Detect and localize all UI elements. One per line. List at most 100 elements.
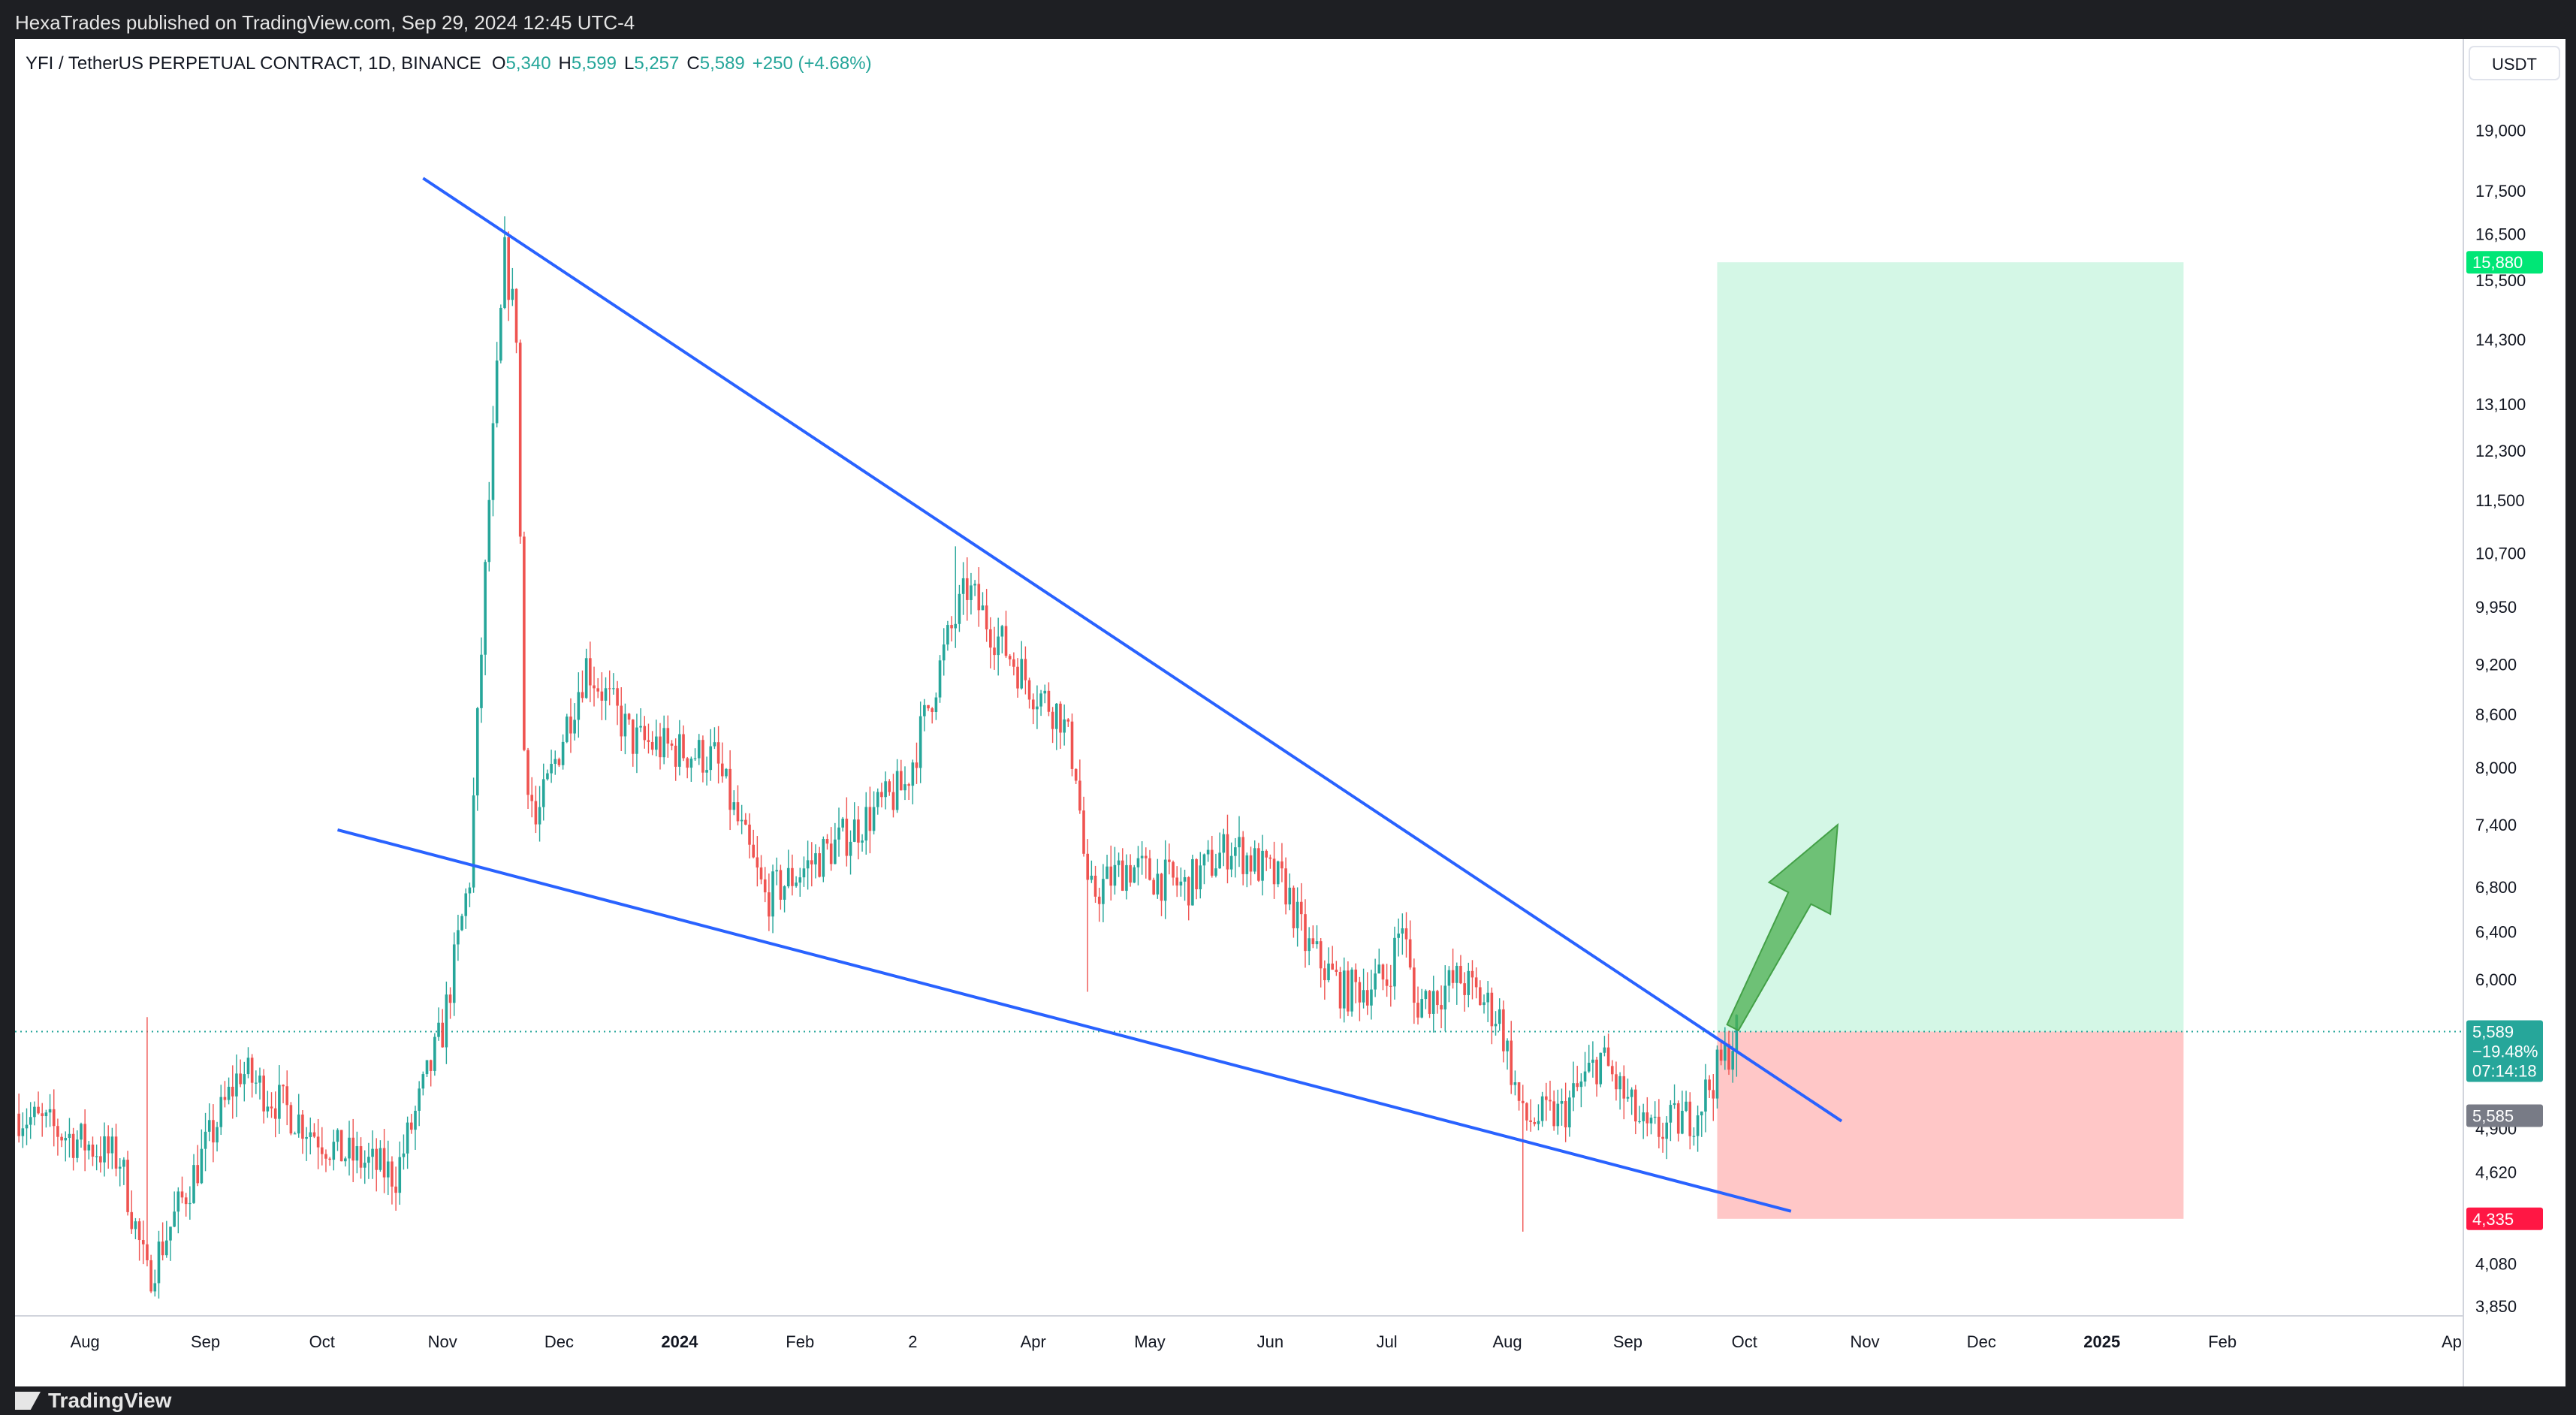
current-price-tag[interactable] [2466, 1020, 2543, 1082]
publish-header: HexaTrades published on TradingView.com,… [15, 11, 635, 34]
candle [557, 757, 561, 768]
candle [1451, 948, 1455, 989]
candle [398, 1141, 402, 1205]
candle [1350, 967, 1353, 1017]
candle [662, 715, 665, 765]
candle [1579, 1073, 1583, 1108]
candle [200, 1129, 204, 1184]
candle [445, 981, 448, 1064]
candle [1556, 1089, 1560, 1135]
candle [1129, 854, 1132, 887]
candle [814, 844, 817, 879]
candle [348, 1121, 351, 1176]
y-tick-label: 11,500 [2475, 491, 2525, 510]
candle [1529, 1099, 1532, 1132]
candle [1063, 704, 1066, 746]
candle [266, 1091, 270, 1118]
secondary-price-tag[interactable] [2466, 1104, 2543, 1127]
candle [141, 1220, 145, 1265]
candle [1498, 998, 1501, 1031]
candle [1272, 841, 1276, 899]
candle [1606, 1033, 1610, 1067]
candle [1222, 828, 1226, 867]
candle [293, 1131, 297, 1135]
x-tick-label: Oct [1732, 1332, 1757, 1351]
candle [56, 1118, 59, 1156]
stop-price-tag-label: 4,335 [2472, 1210, 2514, 1229]
candle [1027, 677, 1031, 709]
candle [1649, 1115, 1653, 1135]
candle [21, 1112, 25, 1148]
candle [153, 1269, 157, 1297]
stop-zone[interactable] [1717, 1031, 2184, 1219]
candle [1494, 1011, 1498, 1036]
candle [1630, 1087, 1633, 1115]
candle [1016, 658, 1019, 698]
candle [1238, 816, 1241, 867]
candle [1012, 652, 1015, 676]
candle [1113, 846, 1117, 895]
candle [954, 546, 958, 648]
lower-trendline[interactable] [336, 828, 1792, 1213]
legend-o-value: 5,340 [505, 53, 550, 74]
candle [970, 572, 973, 615]
candle [697, 734, 701, 765]
currency-button[interactable]: USDT [2469, 46, 2560, 80]
upper-trendline[interactable] [422, 176, 1843, 1123]
candle [1179, 867, 1183, 897]
candle [1370, 970, 1373, 1020]
candle [1265, 849, 1268, 871]
candle [1642, 1103, 1645, 1139]
candle [744, 813, 747, 825]
candle [589, 641, 592, 702]
candle [1443, 965, 1447, 1032]
candle [231, 1065, 234, 1119]
price-chart[interactable]: 19,000 17,500 16,500 15,500 14,300 13,100 12,3… [15, 39, 2565, 1386]
target-price-tag[interactable] [2466, 251, 2543, 274]
candle [728, 750, 731, 831]
candle [709, 729, 713, 781]
candle [1688, 1092, 1692, 1150]
candle [309, 1117, 312, 1155]
y-tick-label: 8,000 [2475, 759, 2517, 777]
candle [1331, 946, 1334, 970]
candle [1685, 1091, 1688, 1112]
candle [1342, 957, 1346, 1023]
candle [1187, 876, 1190, 921]
currency-label: USDT [2492, 55, 2537, 74]
candle [418, 1081, 421, 1127]
legend-c-value: 5,589 [700, 53, 745, 74]
candle [763, 867, 767, 903]
candle [126, 1151, 129, 1216]
x-tick-label: Jun [1257, 1332, 1283, 1351]
candle [137, 1218, 141, 1261]
candle [779, 864, 783, 910]
candle [1299, 882, 1303, 931]
candle [1133, 864, 1136, 883]
candle [146, 1017, 149, 1267]
candle [297, 1094, 300, 1138]
candle [173, 1191, 176, 1227]
candle [1502, 1000, 1505, 1063]
candle [958, 584, 961, 632]
candle [1288, 873, 1292, 911]
candle [876, 788, 879, 815]
target-arrow[interactable] [1726, 822, 1839, 1032]
candle [1436, 989, 1439, 1014]
candle [1156, 858, 1160, 899]
candle [149, 1254, 152, 1293]
chart-frame[interactable]: 19,000 17,500 16,500 15,500 14,300 13,100 12,3… [15, 39, 2565, 1386]
candle [1618, 1072, 1621, 1110]
stop-price-tag[interactable] [2466, 1207, 2543, 1230]
candle [918, 701, 922, 783]
candle [414, 1106, 417, 1150]
candle [1467, 962, 1470, 1008]
candle [845, 797, 849, 867]
candle [367, 1142, 370, 1179]
candle [339, 1130, 343, 1162]
candle [192, 1154, 195, 1204]
footer-brand[interactable]: TradingView [15, 1386, 171, 1415]
candle [1175, 866, 1179, 898]
candle [927, 704, 930, 711]
candle [355, 1131, 359, 1174]
